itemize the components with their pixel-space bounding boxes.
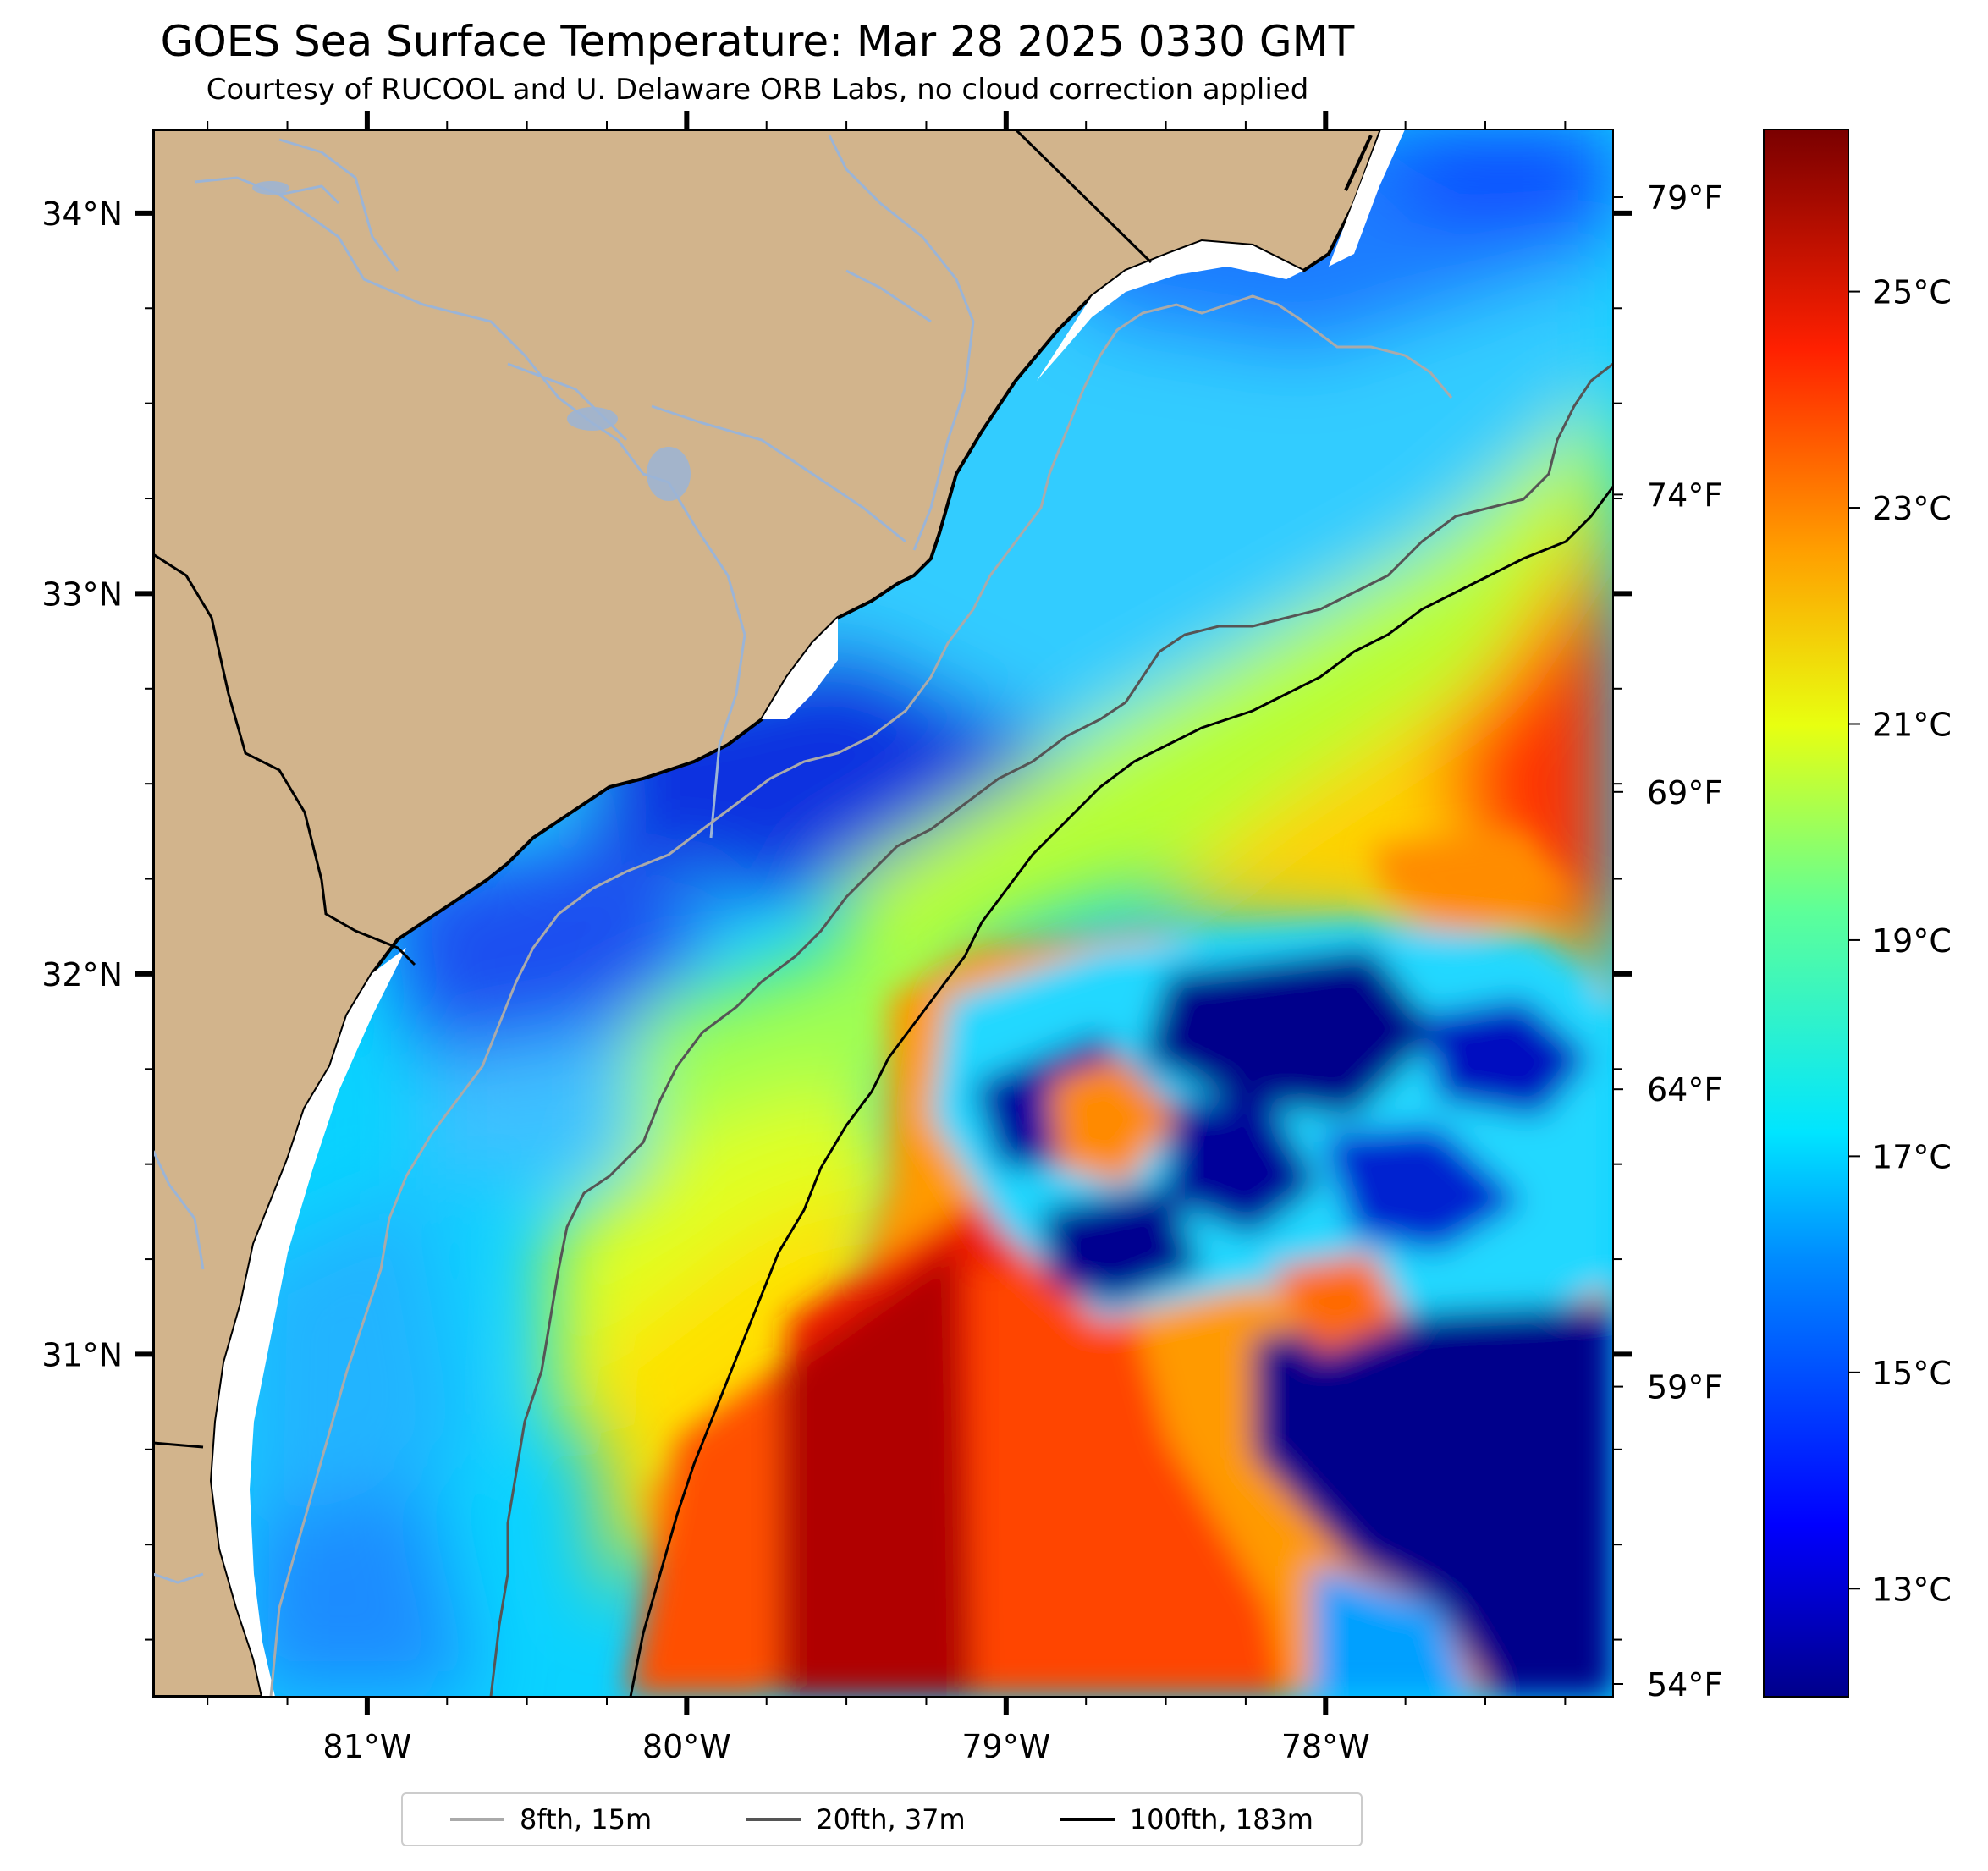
state-borders	[153, 129, 1153, 1449]
f-tick-label: 54°F	[1647, 1666, 1722, 1703]
colorbar-tick-label: 23°C	[1872, 490, 1952, 527]
legend-item-100fth: 100fth, 183m	[1060, 1803, 1313, 1835]
f-tick-label: 79°F	[1647, 179, 1722, 217]
isobath-8fth	[269, 294, 1453, 1697]
legend-item-8fth: 8fth, 15m	[450, 1803, 652, 1835]
f-tick-label: 74°F	[1647, 476, 1722, 514]
f-tick-label: 69°F	[1647, 774, 1722, 812]
chart-subtitle: Courtesy of RUCOOL and U. Delaware ORB L…	[206, 73, 1309, 107]
lon-tick-label: 81°W	[322, 1728, 411, 1765]
legend-item-20fth: 20fth, 37m	[746, 1803, 966, 1835]
isobaths	[269, 294, 1613, 1697]
colorbar-tick-label: 21°C	[1872, 706, 1952, 743]
lon-tick-label: 80°W	[642, 1728, 731, 1765]
colorbar-tick-label: 17°C	[1872, 1138, 1952, 1175]
colorbar: 25°C 23°C 21°C 19°C 17°C 15°C 13°C	[1763, 129, 1952, 1698]
lat-tick-label: 33°N	[41, 575, 123, 613]
isobath-100fth	[629, 486, 1613, 1697]
legend-label: 20fth, 37m	[816, 1803, 966, 1835]
colorbar-tick-label: 25°C	[1872, 274, 1952, 311]
f-tick-label: 64°F	[1647, 1071, 1722, 1109]
legend-label: 8fth, 15m	[520, 1803, 653, 1835]
legend-swatch	[1060, 1818, 1115, 1821]
legend-swatch	[746, 1818, 801, 1821]
f-tick-label: 59°F	[1647, 1369, 1722, 1406]
legend-label: 100fth, 183m	[1129, 1803, 1313, 1835]
lakes	[252, 181, 691, 501]
lon-tick-label: 78°W	[1281, 1728, 1370, 1765]
isobath-20fth	[489, 362, 1613, 1697]
map-frame: 81°W 80°W 79°W 78°W 34°N 33°N 32°N 31°N 79°F 74°F…	[41, 111, 1722, 1765]
lon-tick-label: 79°W	[961, 1728, 1050, 1765]
colorbar-tick-label: 15°C	[1872, 1355, 1952, 1392]
colorbar-tick-label: 19°C	[1872, 922, 1952, 960]
lat-tick-label: 32°N	[41, 956, 123, 993]
chart-title: GOES Sea Surface Temperature: Mar 28 202…	[160, 17, 1355, 66]
colorbar-tick-label: 13°C	[1872, 1571, 1952, 1608]
lat-tick-label: 31°N	[41, 1336, 123, 1373]
isobath-legend: 8fth, 15m 20fth, 37m 100fth, 183m	[401, 1792, 1363, 1846]
lat-tick-label: 34°N	[41, 195, 123, 233]
no-data-strip	[212, 241, 1303, 1697]
legend-swatch	[450, 1818, 505, 1821]
